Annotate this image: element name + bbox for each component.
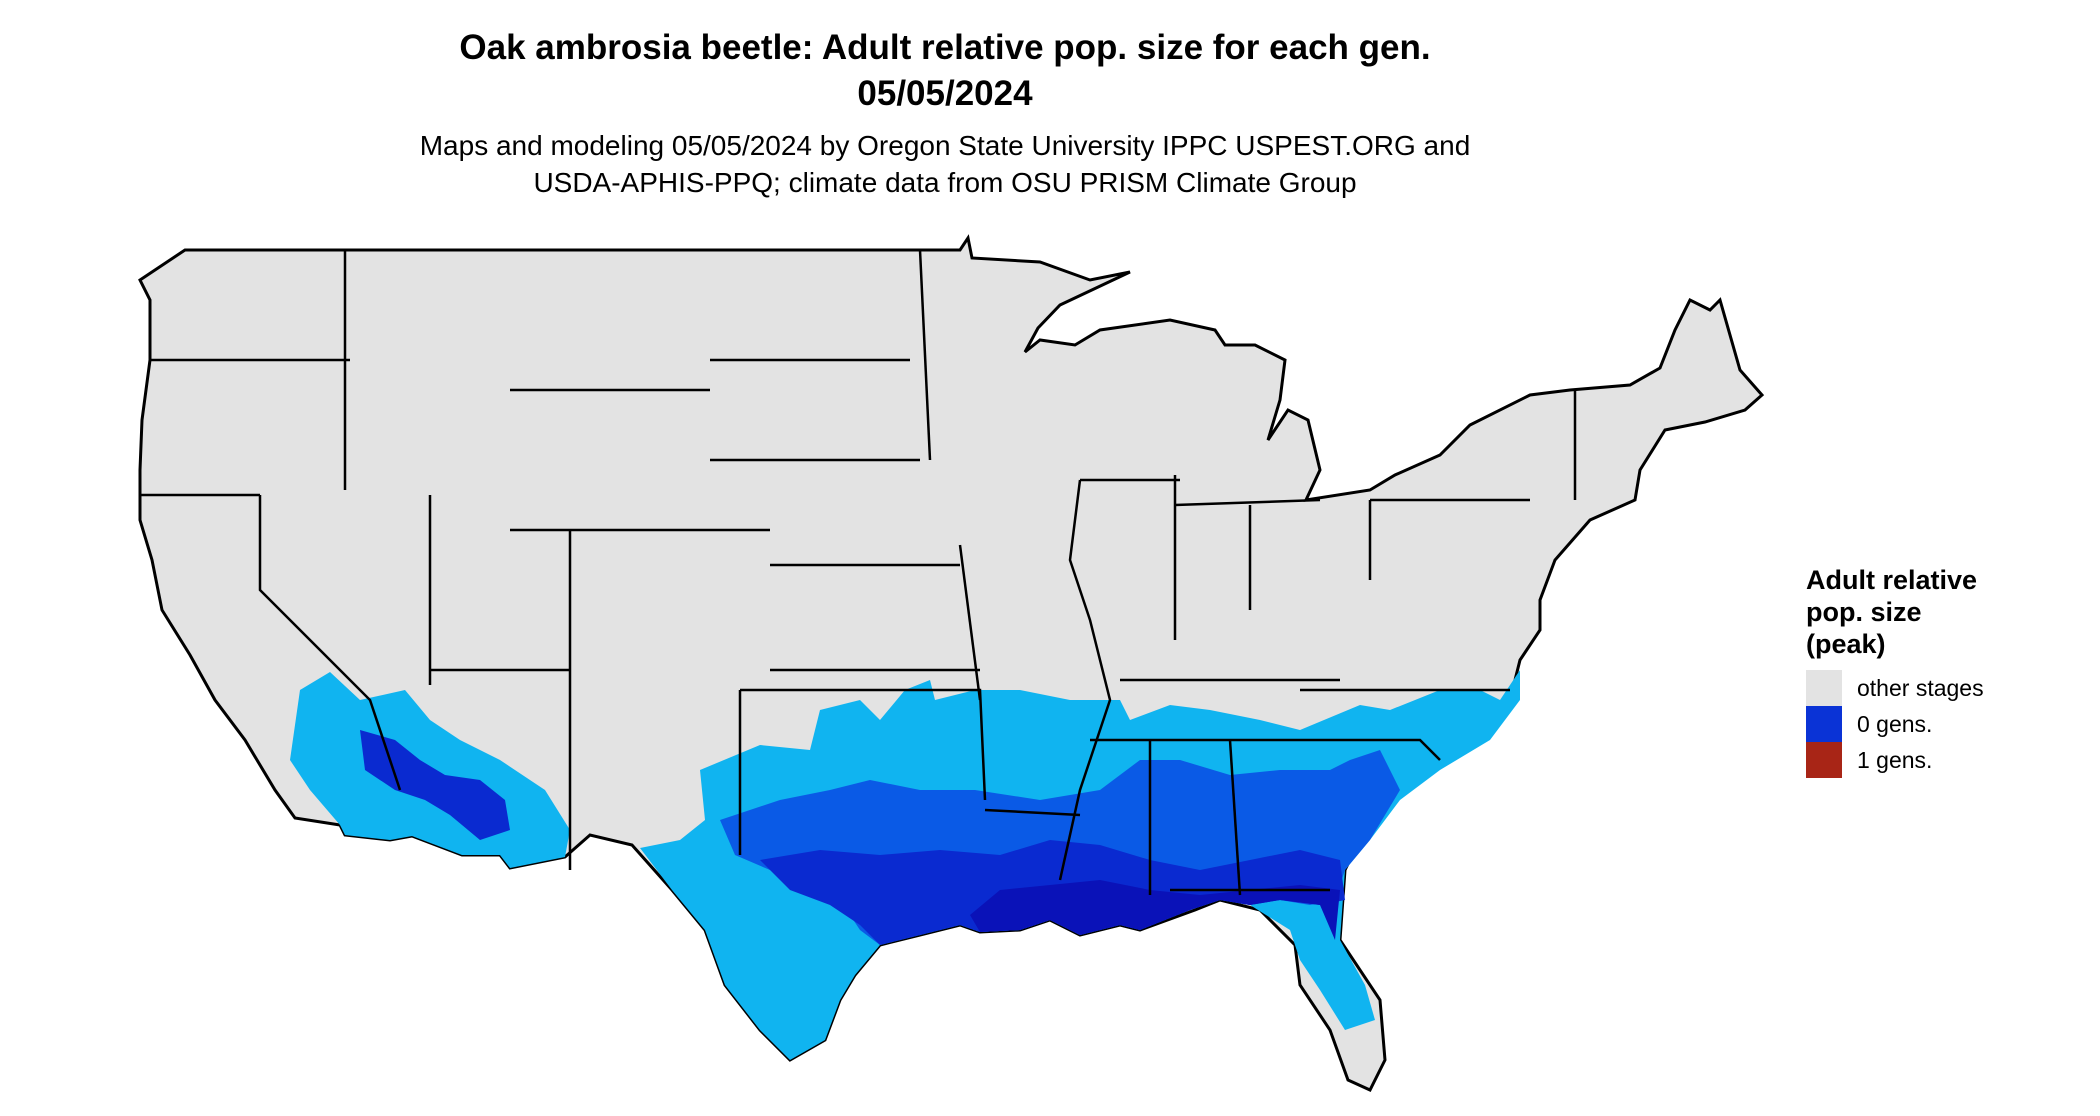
- legend-item-other-stages: other stages: [1806, 670, 1984, 706]
- map-shading: [290, 670, 1520, 1060]
- legend-label: 1 gens.: [1857, 746, 1933, 773]
- legend-item-0-gens: 0 gens.: [1806, 706, 1932, 742]
- border-ca-nv: [258, 495, 402, 791]
- legend-swatch: [1806, 670, 1842, 706]
- shade-sw-dark: [360, 730, 510, 840]
- legend-title-line1: Adult relative: [1806, 565, 1978, 595]
- border-ar-la: [984, 808, 1081, 817]
- legend-title-line3: (peak): [1806, 629, 1886, 659]
- map-base: [138, 234, 1765, 1092]
- us-landmass: [138, 234, 1765, 1092]
- border-ok-tx: [740, 688, 987, 801]
- border-al-ga: [1228, 739, 1242, 896]
- legend-swatch: [1806, 742, 1842, 778]
- shade-darkest: [970, 880, 1340, 940]
- border-ks-mo: [958, 544, 982, 701]
- border-nc-sc: [1310, 738, 1441, 761]
- legend-title-line2: pop. size: [1806, 597, 1922, 627]
- border-mi-south: [1174, 498, 1321, 507]
- legend-label: 0 gens.: [1857, 710, 1933, 737]
- map-date: 05/05/2024: [857, 74, 1033, 113]
- map-subtitle-line1: Maps and modeling 05/05/2024 by Oregon S…: [419, 130, 1471, 161]
- border-ms-river: [1058, 479, 1112, 881]
- legend-swatch: [1806, 706, 1842, 742]
- state-borders: [140, 249, 1577, 896]
- border-dakotas-east: [918, 249, 932, 461]
- legend-label: other stages: [1857, 674, 1984, 701]
- legend-item-1-gens: 1 gens.: [1806, 742, 1932, 778]
- map-title: Oak ambrosia beetle: Adult relative pop.…: [459, 28, 1431, 67]
- map-subtitle-line2: USDA-APHIS-PPQ; climate data from OSU PR…: [533, 167, 1357, 198]
